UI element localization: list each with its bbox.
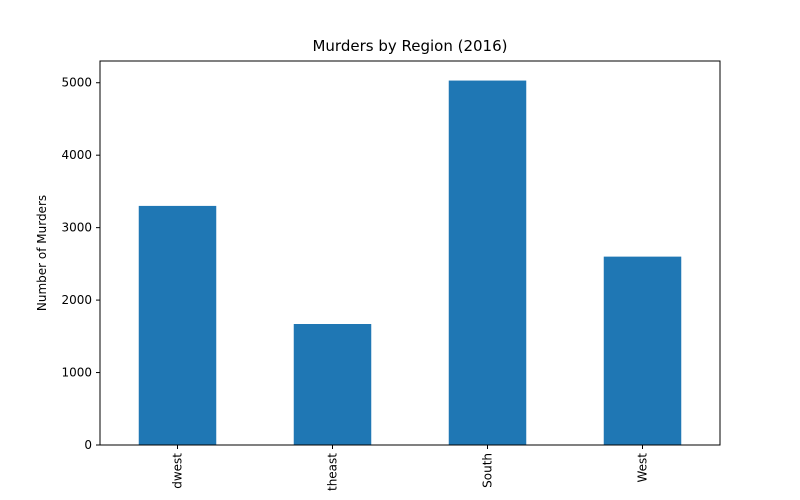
x-tick-label: West xyxy=(636,453,650,483)
plot-frame xyxy=(99,60,721,446)
y-tick-label: 5000 xyxy=(61,76,92,90)
bar-west xyxy=(603,256,682,445)
chart-title: Murders by Region (2016) xyxy=(312,37,507,55)
x-axis: dwest theast South West xyxy=(171,445,650,491)
x-tick-label: dwest xyxy=(171,453,185,489)
bar-midwest xyxy=(138,205,217,445)
y-tick-label: 0 xyxy=(84,438,92,452)
y-tick-label: 4000 xyxy=(61,148,92,162)
y-tick-label: 2000 xyxy=(61,293,92,307)
x-tick-label: South xyxy=(481,453,495,488)
x-tick-label: theast xyxy=(326,453,340,491)
y-tick-label: 3000 xyxy=(61,221,92,235)
bar-northeast xyxy=(293,324,372,445)
bar-south xyxy=(448,80,527,446)
y-axis: 0 1000 2000 3000 4000 5000 xyxy=(61,76,100,452)
bars-group xyxy=(138,80,682,446)
y-axis-label: Number of Murders xyxy=(35,195,49,311)
y-tick-label: 1000 xyxy=(61,366,92,380)
